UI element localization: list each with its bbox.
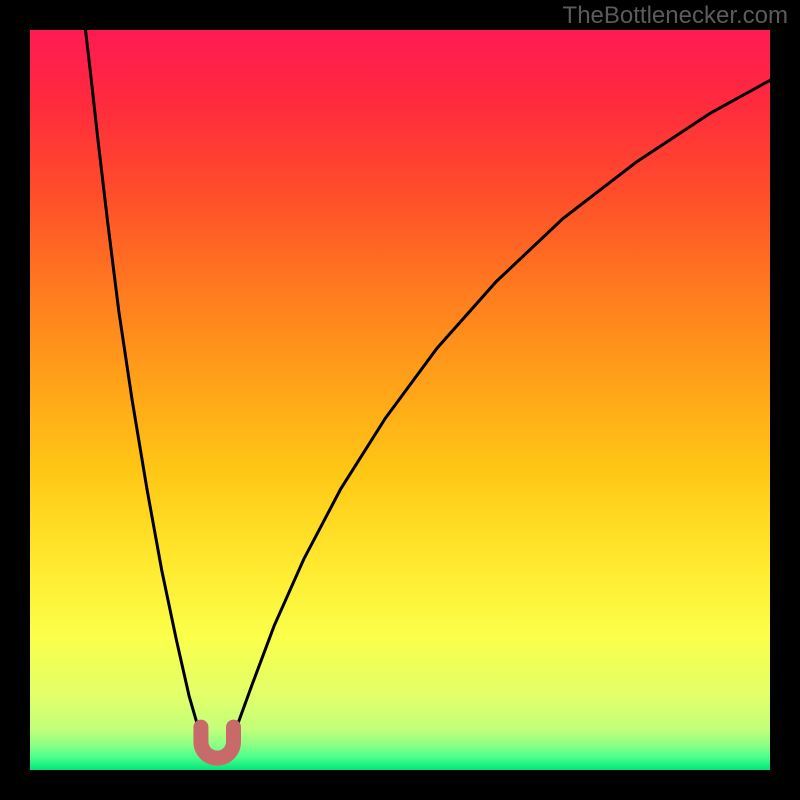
bottleneck-chart	[30, 30, 770, 770]
watermark-text: TheBottlenecker.com	[563, 2, 788, 30]
chart-frame	[30, 30, 770, 770]
